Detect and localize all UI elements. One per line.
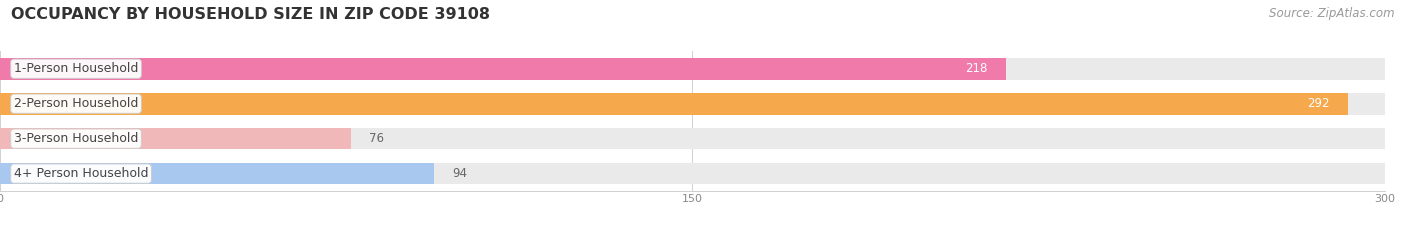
Text: 2-Person Household: 2-Person Household [14,97,138,110]
Text: 218: 218 [966,62,988,75]
Bar [0,93,1348,115]
Bar [0,128,1385,150]
Bar [0,163,434,185]
Text: Source: ZipAtlas.com: Source: ZipAtlas.com [1270,7,1395,20]
Bar [0,58,1385,80]
Bar [0,163,1385,185]
Text: 94: 94 [453,167,467,180]
Text: 3-Person Household: 3-Person Household [14,132,138,145]
Text: 1-Person Household: 1-Person Household [14,62,138,75]
Text: 76: 76 [370,132,384,145]
Bar [0,93,1385,115]
Bar [0,58,1007,80]
Text: OCCUPANCY BY HOUSEHOLD SIZE IN ZIP CODE 39108: OCCUPANCY BY HOUSEHOLD SIZE IN ZIP CODE … [11,7,491,22]
Bar [0,128,352,150]
Text: 4+ Person Household: 4+ Person Household [14,167,149,180]
Text: 292: 292 [1308,97,1330,110]
